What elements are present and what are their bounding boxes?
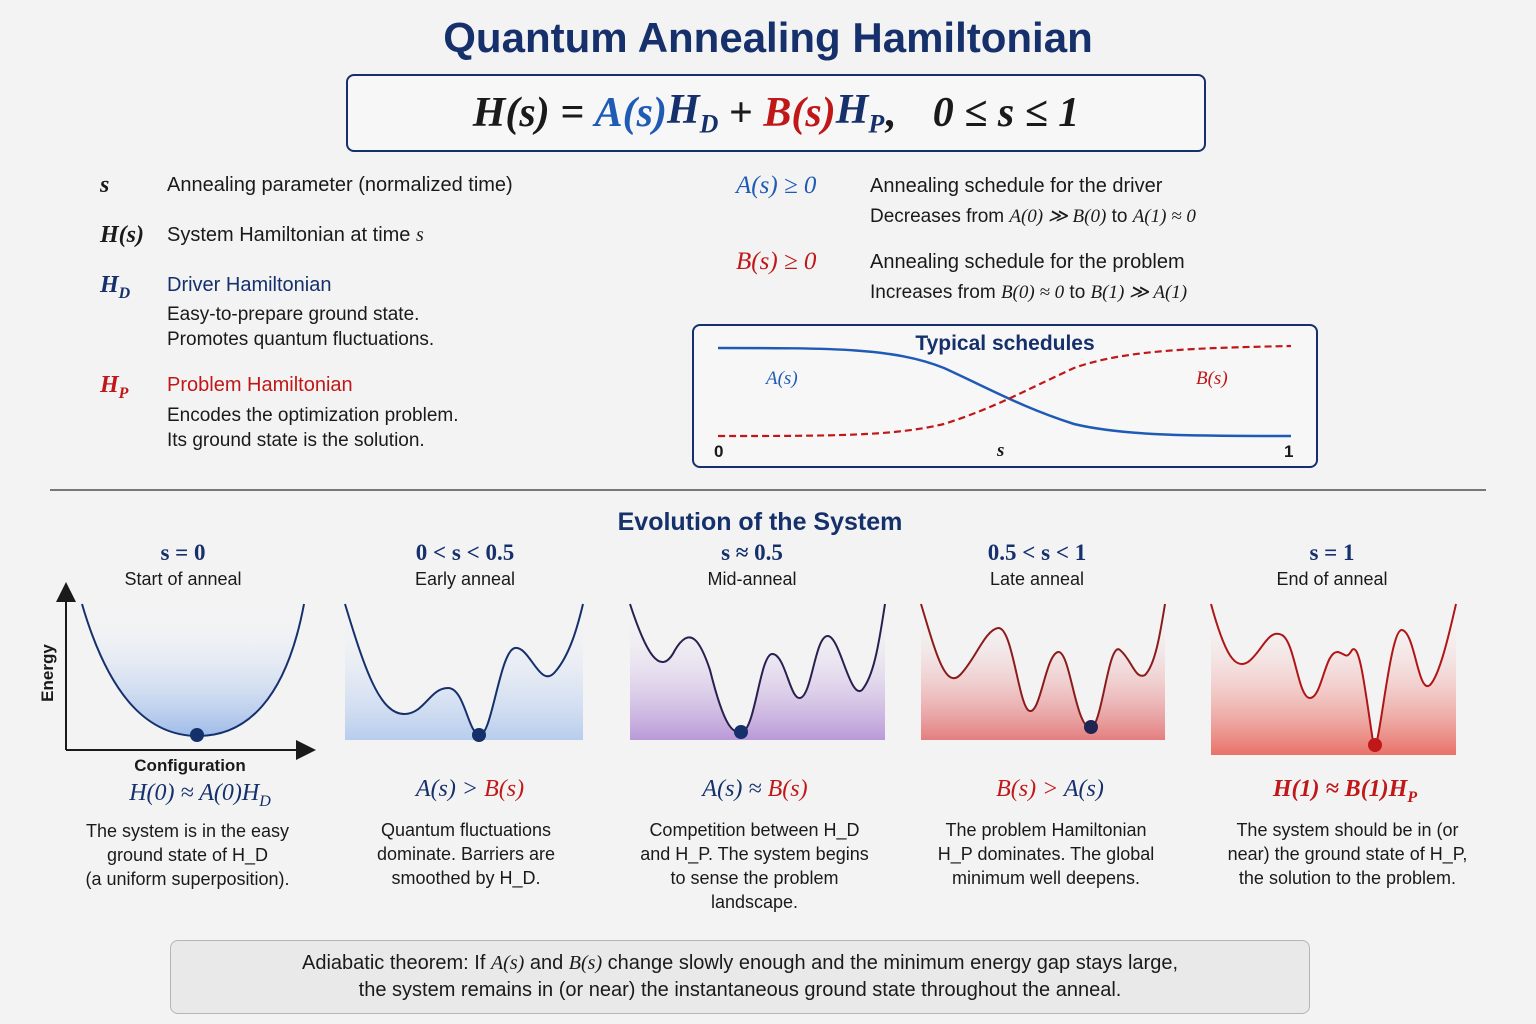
stage-3-range: s ≈ 0.5	[721, 540, 783, 565]
x-start-label: 0	[714, 442, 724, 461]
energy-landscapes	[56, 582, 1457, 760]
stage-2-desc: Quantum fluctuations dominate. Barriers …	[376, 820, 556, 888]
def-a-title: Annealing schedule for the driver	[870, 175, 1163, 197]
def-b-symbol: B(s) ≥ 0	[736, 248, 817, 275]
b-schedule-curve	[717, 344, 1292, 438]
evolution-title: Evolution of the System	[617, 508, 903, 536]
stage-3-name: Mid-anneal	[707, 569, 797, 589]
formula-range: 0 ≤ s ≤ 1	[932, 90, 1080, 136]
def-hd-symbol: HD	[100, 272, 131, 302]
stage-3-landscape	[629, 603, 886, 740]
formula-plus: +	[728, 90, 753, 136]
stage-3-desc: Competition between H_D and H_P. The sys…	[640, 820, 869, 912]
formula-a: A(s)	[594, 90, 667, 136]
stage-4-range: 0.5 < s < 1	[987, 540, 1087, 565]
stage-5-formula: H(1) ≈ B(1)HP	[1272, 776, 1418, 806]
schedules-title: Typical schedules	[915, 332, 1095, 355]
def-hd-title: Driver Hamiltonian	[167, 274, 332, 296]
formula-lhs: H(s) =	[472, 90, 585, 136]
stage-4-state-dot	[1084, 720, 1098, 734]
def-s-title: Annealing parameter (normalized time)	[167, 174, 513, 196]
def-b-desc: Increases from B(0) ≈ 0 to B(1) ≫ A(1)	[870, 282, 1188, 303]
stage-1-landscape	[56, 582, 316, 760]
def-h-symbol: H(s)	[100, 222, 144, 248]
a-schedule-curve	[717, 346, 1292, 438]
formula-hd: HD	[667, 87, 719, 139]
stage-4-name: Late anneal	[989, 569, 1085, 589]
stage-4-landscape	[920, 603, 1166, 740]
b-schedule-label: B(s)	[1196, 368, 1228, 389]
stage-4-formula: B(s) > A(s)	[996, 776, 1104, 802]
stage-3-state-dot	[734, 725, 748, 739]
def-a-desc: Decreases from A(0) ≫ B(0) to A(1) ≈ 0	[870, 206, 1196, 227]
stage-3-formula: A(s) ≈ B(s)	[702, 776, 808, 802]
section-divider	[50, 489, 1486, 491]
stage-1-name: Start of anneal	[124, 569, 242, 589]
stage-2-range: 0 < s < 0.5	[415, 540, 515, 565]
def-hp-symbol: HP	[100, 372, 129, 402]
def-hp-desc: Encodes the optimization problem. Its gr…	[167, 405, 459, 451]
stage-1-desc: The system is in the easy ground state o…	[85, 821, 290, 889]
configuration-axis-label: Configuration	[134, 756, 246, 775]
def-hp-title: Problem Hamiltonian	[167, 374, 353, 396]
stage-5-landscape	[1210, 603, 1457, 755]
formula-comma: ,	[884, 90, 895, 136]
formula-hp: HP	[835, 87, 885, 139]
stage-5-range: s = 1	[1309, 540, 1355, 565]
formula-b: B(s)	[763, 90, 836, 136]
def-b-title: Annealing schedule for the problem	[870, 251, 1185, 273]
def-h-title: System Hamiltonian at time s	[167, 224, 424, 246]
stage-2-landscape	[344, 603, 584, 742]
def-s-symbol: s	[100, 172, 110, 198]
adiabatic-line-2: the system remains in (or near) the inst…	[358, 979, 1122, 1001]
stage-2-name: Early anneal	[414, 569, 516, 589]
stage-1-state-dot	[190, 728, 204, 742]
x-end-label: 1	[1284, 442, 1294, 461]
def-hd-desc: Easy-to-prepare ground state. Promotes q…	[167, 304, 435, 350]
hamiltonian-formula: H(s) = A(s) HD + B(s) HP, 0 ≤ s ≤ 1	[346, 74, 1206, 152]
stage-5-state-dot	[1368, 738, 1382, 752]
def-a-symbol: A(s) ≥ 0	[736, 172, 817, 199]
stage-2-formula: A(s) > B(s)	[415, 776, 525, 802]
stage-5-name: End of anneal	[1276, 569, 1388, 589]
stage-2-state-dot	[472, 728, 486, 742]
adiabatic-line-1: Adiabatic theorem: If A(s) and B(s) chan…	[301, 952, 1178, 974]
x-mid-label: s	[997, 440, 1005, 461]
stage-4-desc: The problem Hamiltonian H_P dominates. T…	[937, 820, 1155, 888]
stage-5-desc: The system should be in (or near) the gr…	[1227, 820, 1468, 888]
stage-1-formula: H(0) ≈ A(0)HD	[129, 780, 271, 810]
schedules-plot	[717, 344, 1292, 438]
page-title: Quantum Annealing Hamiltonian	[443, 14, 1093, 61]
schedules-panel: Typical schedules A(s) B(s) 0 s 1	[692, 324, 1318, 468]
a-schedule-label: A(s)	[766, 368, 798, 389]
stage-1-range: s = 0	[160, 540, 206, 565]
adiabatic-theorem-box: Adiabatic theorem: If A(s) and B(s) chan…	[170, 940, 1310, 1014]
energy-axis-label: Energy	[38, 644, 57, 702]
